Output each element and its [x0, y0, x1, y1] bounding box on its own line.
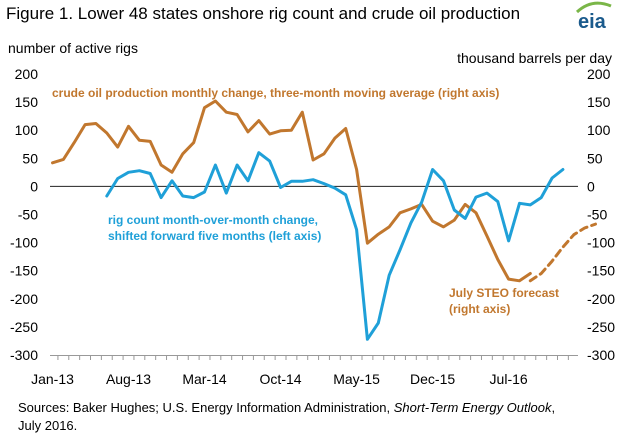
y-right-tick-label: -150: [587, 263, 615, 279]
y-left-tick-label: 100: [15, 122, 39, 138]
y-left-tick-label: -50: [18, 207, 38, 223]
y-left-tick-label: 200: [15, 66, 39, 82]
production-annotation: crude oil production monthly change, thr…: [52, 86, 499, 100]
x-tick-label: Mar-14: [182, 371, 227, 387]
x-tick-label: Jan-13: [31, 371, 74, 387]
x-tick-label: Aug-13: [106, 371, 151, 387]
source-suffix: , July 2016.: [18, 400, 556, 433]
source-prefix: Sources: Baker Hughes; U.S. Energy Infor…: [18, 400, 394, 415]
x-tick-label: Oct-14: [260, 371, 302, 387]
y-right-tick-label: 150: [587, 94, 611, 110]
forecast-annotation-line2: (right axis): [449, 302, 510, 316]
forecast-annotation-line1: July STEO forecast: [449, 286, 559, 300]
y-left-tick-label: -150: [10, 263, 38, 279]
y-right-tick-label: 100: [587, 122, 611, 138]
rigs-annotation-line2: shifted forward five months (left axis): [108, 229, 321, 243]
source-note: Sources: Baker Hughes; U.S. Energy Infor…: [18, 399, 578, 435]
forecast-line: [528, 222, 597, 283]
y-left-tick-label: 0: [30, 178, 38, 194]
x-tick-label: Dec-15: [410, 371, 455, 387]
y-left-tick-label: -100: [10, 235, 38, 251]
x-tick-label: Jul-16: [490, 371, 528, 387]
eia-logo-icon: eia: [575, 1, 612, 33]
y-left-tick-label: -300: [10, 347, 38, 363]
source-publication: Short-Term Energy Outlook: [393, 400, 552, 415]
y-left-tick-label: 50: [22, 150, 38, 166]
y-left-tick-label: -250: [10, 319, 38, 335]
y-right-tick-label: 0: [587, 178, 595, 194]
y-right-tick-label: -250: [587, 319, 615, 335]
y-right-tick-label: -100: [587, 235, 615, 251]
y-right-tick-label: -50: [587, 207, 607, 223]
rig-count-line: [105, 151, 565, 341]
x-tick-label: May-15: [333, 371, 380, 387]
y-right-tick-label: 50: [587, 150, 603, 166]
right-axis-label: thousand barrels per day: [457, 50, 612, 66]
eia-logo: eia: [574, 0, 614, 33]
y-right-tick-label: -200: [587, 291, 615, 307]
y-right-tick-label: 200: [587, 66, 611, 82]
y-left-tick-label: 150: [15, 94, 39, 110]
left-axis-label: number of active rigs: [8, 40, 138, 56]
y-left-tick-label: -200: [10, 291, 38, 307]
eia-logo-text: eia: [578, 11, 607, 32]
production-line: [51, 99, 532, 283]
chart-title: Figure 1. Lower 48 states onshore rig co…: [6, 4, 521, 23]
rigs-annotation-line1: rig count month-over-month change,: [108, 213, 318, 227]
y-right-tick-label: -300: [587, 347, 615, 363]
